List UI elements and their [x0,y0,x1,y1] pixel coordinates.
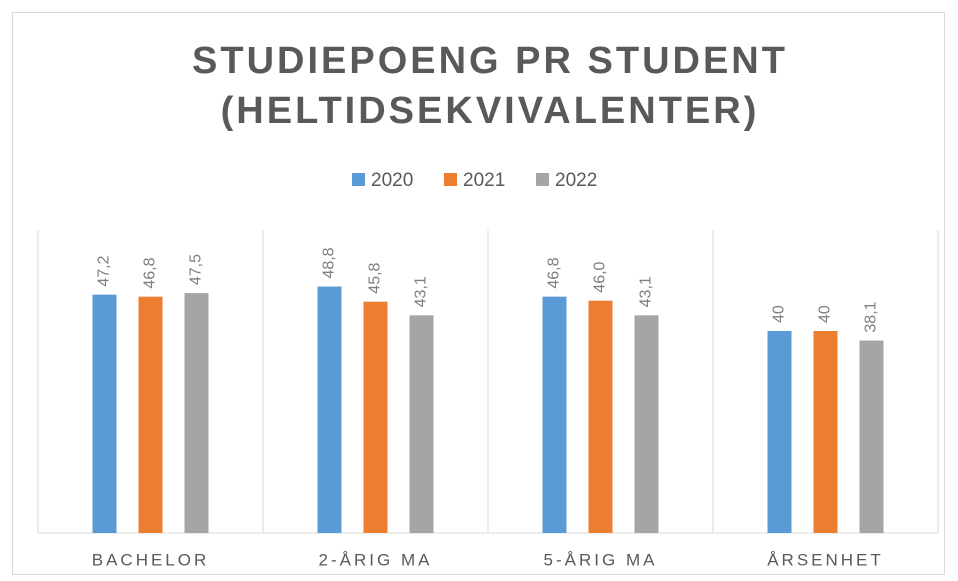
x-tick-label: 2-ÅRIG MA [319,550,433,569]
data-label: 48,8 [321,247,338,278]
x-tick-label: BACHELOR [92,550,210,569]
bar [542,296,567,533]
data-label: 43,1 [413,276,430,307]
legend-swatch [444,173,457,186]
legend-label: 2021 [463,170,505,191]
data-label: 40 [817,305,834,323]
bar [813,331,838,533]
bar [363,301,388,533]
bar [409,315,434,533]
data-label: 47,5 [188,254,205,285]
bar [634,315,659,533]
bar [859,340,884,533]
data-label: 46,8 [142,257,159,288]
bar [184,293,209,533]
data-label: 46,8 [546,257,563,288]
legend-label: 2022 [555,170,597,191]
bar [138,296,163,533]
data-label: 40 [771,305,788,323]
data-label: 47,2 [96,255,113,286]
chart-title: (HELTIDSEKVIVALENTER) [221,90,760,132]
legend-label: 2020 [371,170,413,191]
legend-swatch [536,173,549,186]
x-tick-label: ÅRSENHET [767,550,884,569]
legend-swatch [352,173,365,186]
chart-title: STUDIEPOENG PR STUDENT [192,40,788,82]
bar [317,286,342,533]
data-label: 43,1 [638,276,655,307]
x-tick-label: 5-ÅRIG MA [544,550,658,569]
bar [767,331,792,533]
data-label: 38,1 [863,301,880,332]
bar [92,294,117,533]
data-label: 46,0 [592,261,609,292]
bar [588,300,613,533]
data-label: 45,8 [367,262,384,293]
